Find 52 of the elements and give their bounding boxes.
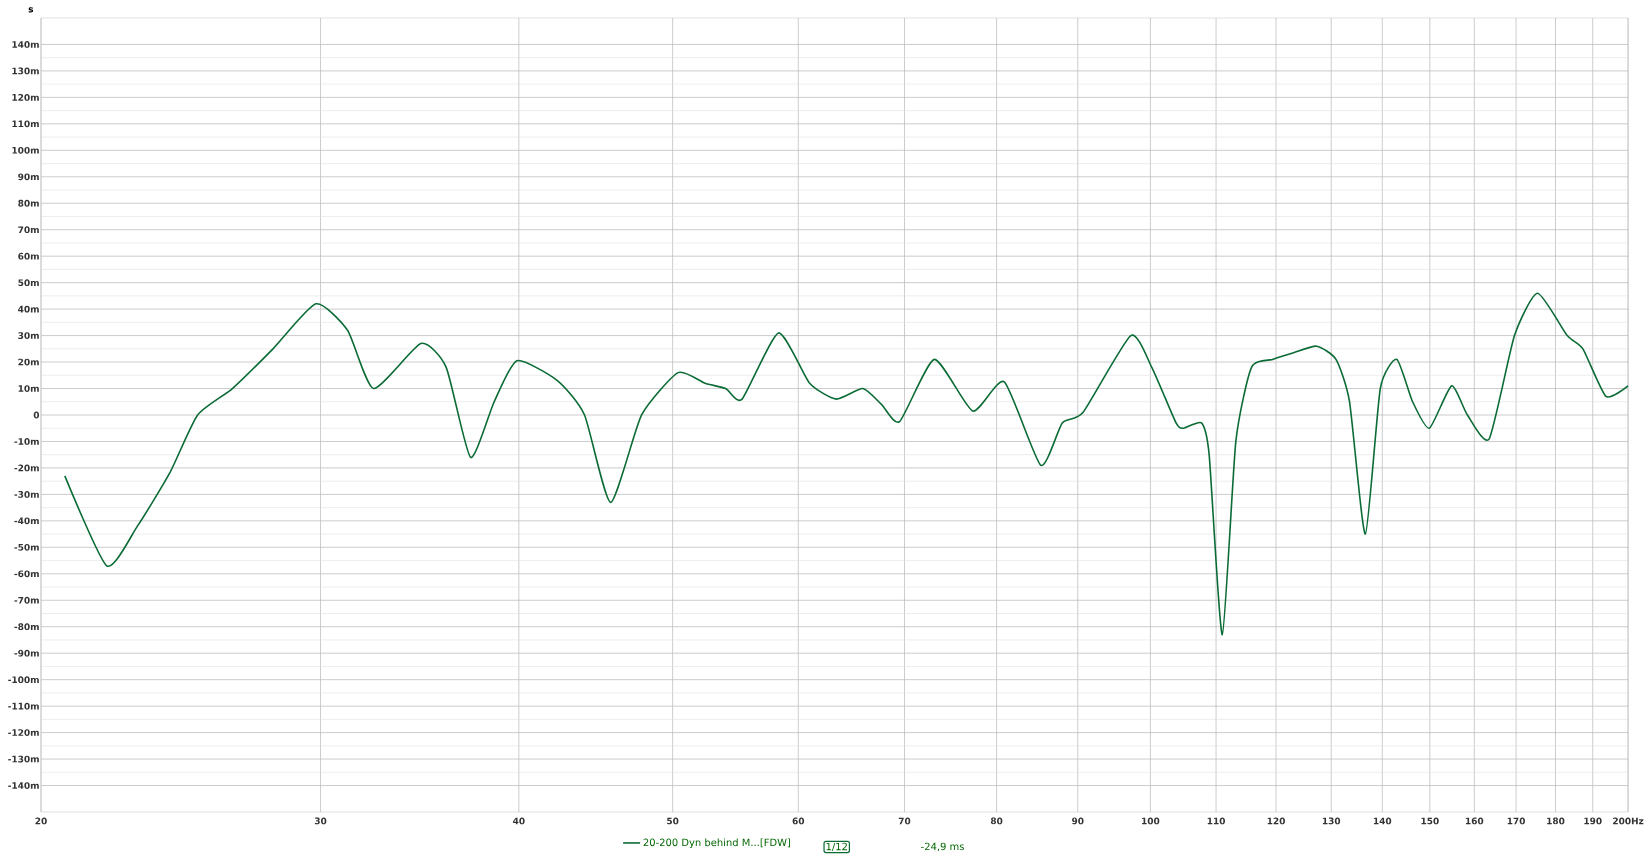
x-tick-label: 30	[314, 817, 327, 825]
y-tick-label: 110m	[12, 120, 39, 128]
y-tick-label: 50m	[18, 279, 39, 287]
y-tick-label: -110m	[8, 702, 39, 710]
y-tick-label: 10m	[18, 385, 39, 392]
x-tick-label: 90	[1072, 817, 1084, 825]
y-tick-label: 90m	[18, 173, 39, 181]
x-tick-label: 160	[1465, 817, 1484, 825]
y-tick-label: -50m	[14, 543, 39, 551]
x-tick-label: 190	[1584, 817, 1602, 825]
y-tick-label: 30m	[18, 332, 39, 339]
text: 1/12	[826, 842, 847, 852]
y-tick-label: 100m	[12, 146, 39, 154]
x-tick-label: 120	[1267, 817, 1285, 825]
x-tick-label: 130	[1322, 817, 1341, 825]
y-tick-label: -30m	[14, 491, 39, 498]
x-tick-label: 110	[1207, 817, 1226, 825]
y-tick-label: 60m	[18, 252, 39, 260]
x-tick-label: 150	[1421, 817, 1439, 825]
y-tick-label: -60m	[14, 570, 39, 578]
y-tick-label: 130m	[12, 67, 39, 75]
x-tick-label: 60	[792, 817, 805, 825]
y-tick-label: -70m	[14, 596, 39, 604]
y-tick-label: -120m	[8, 729, 39, 736]
x-tick-label: 100	[1142, 817, 1160, 825]
y-tick-label: -20m	[14, 464, 39, 472]
y-tick-label: 0	[33, 411, 40, 419]
y-tick-label: 120m	[12, 93, 39, 101]
x-tick-label: 170	[1507, 817, 1525, 825]
x-tick-label: 40	[513, 817, 525, 825]
y-tick-label: 80m	[18, 199, 39, 207]
y-tick-label: -140m	[8, 782, 39, 789]
y-tick-label: -100m	[8, 676, 39, 684]
x-tick-label: 50	[667, 817, 679, 825]
y-tick-label: 70m	[18, 226, 39, 234]
y-tick-label: 20m	[18, 358, 39, 366]
x-tick-label: 140	[1373, 817, 1392, 825]
y-tick-label: 40m	[18, 305, 39, 313]
y-tick-label: -80m	[14, 623, 39, 631]
y-tick-label: 140m	[12, 41, 39, 48]
x-tick-label: 20	[35, 817, 47, 825]
text: -24,9 ms	[921, 842, 964, 852]
x-tick-label: 80	[990, 817, 1003, 825]
y-tick-label: -40m	[14, 517, 39, 525]
x-tick-label: 70	[898, 817, 911, 825]
y-tick-label: -90m	[14, 649, 39, 657]
y-tick-label: -130m	[8, 755, 39, 763]
x-tick-label: 200Hz	[1613, 817, 1644, 825]
x-tick-label: 180	[1547, 817, 1565, 825]
y-tick-label: -10m	[14, 438, 39, 445]
legend-label: 20-200 Dyn behind M...[FDW]	[643, 838, 791, 849]
y-axis-title: s	[28, 7, 34, 13]
